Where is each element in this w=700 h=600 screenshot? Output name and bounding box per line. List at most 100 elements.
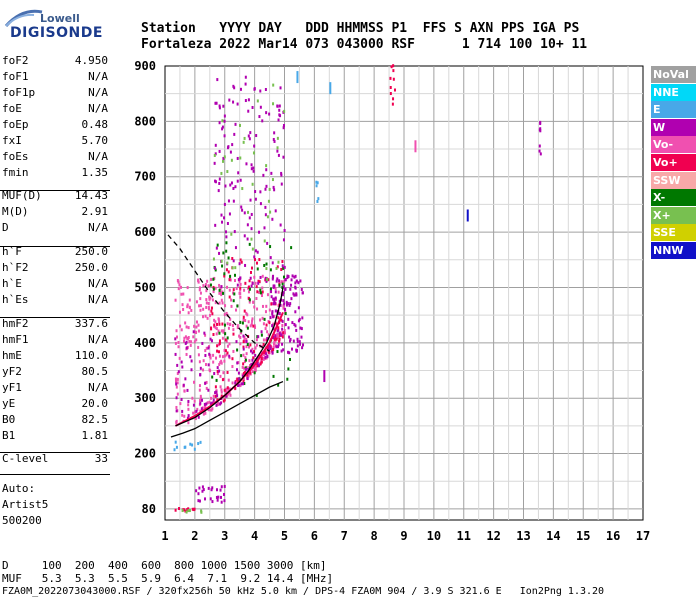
echo-point — [251, 351, 254, 355]
echo-point — [259, 318, 262, 322]
echo-point — [249, 371, 252, 375]
echo-point — [216, 366, 219, 370]
echo-point — [282, 332, 285, 336]
echo-point — [248, 216, 251, 220]
echo-point — [199, 291, 202, 295]
echo-point — [260, 358, 263, 362]
echo-point — [231, 266, 234, 270]
echo-point — [249, 276, 252, 280]
echo-point — [296, 337, 299, 341]
echo-point — [226, 336, 229, 340]
echo-point — [247, 290, 250, 294]
echo-point — [209, 497, 212, 501]
y-tick-label: 300 — [134, 391, 156, 405]
y-tick-label: 700 — [134, 170, 156, 184]
echo-point — [218, 342, 221, 346]
echo-point — [281, 342, 284, 346]
x-tick-label: 6 — [311, 529, 318, 543]
param-name: foF2 — [2, 54, 29, 67]
echo-point — [266, 277, 269, 281]
echo-point — [196, 407, 199, 411]
echo-point — [205, 289, 208, 293]
echo-point — [215, 327, 218, 331]
dashed-line — [167, 234, 270, 352]
echo-point — [239, 320, 242, 324]
x-tick-label: 1 — [161, 529, 168, 543]
echo-point — [248, 287, 251, 291]
echo-point — [193, 324, 196, 328]
echo-point — [184, 509, 187, 513]
echo-point — [198, 388, 201, 392]
echo-point — [210, 402, 213, 406]
echo-point — [216, 369, 219, 373]
echo-point — [222, 251, 225, 255]
echo-point — [230, 232, 233, 236]
echo-point — [237, 361, 240, 365]
echo-point — [251, 319, 254, 323]
echo-point — [259, 89, 262, 93]
echo-point — [174, 341, 177, 345]
echo-point — [184, 377, 187, 381]
echo-point — [199, 308, 202, 312]
echo-point — [281, 282, 284, 286]
echo-point — [175, 379, 178, 383]
param-name: fmin — [2, 166, 29, 179]
echo-point — [217, 350, 220, 354]
param-value: 80.5 — [81, 365, 109, 378]
echo-point — [193, 447, 196, 451]
echo-point — [255, 393, 258, 397]
echo-point — [227, 392, 230, 396]
echo-point — [244, 358, 247, 362]
echo-point — [252, 151, 255, 155]
param-name: C-level — [2, 452, 49, 465]
echo-point — [226, 261, 229, 265]
echo-point — [237, 377, 240, 381]
legend-item-vo-: Vo- — [651, 136, 696, 154]
echo-point — [246, 326, 249, 330]
echo-point — [214, 286, 217, 290]
echo-point — [270, 302, 273, 306]
echo-point — [190, 368, 193, 372]
echo-point — [204, 381, 207, 385]
echo-point — [267, 278, 270, 282]
echo-point — [264, 350, 267, 354]
echo-point — [267, 333, 270, 337]
echo-point — [215, 332, 218, 336]
legend-item-vo-: Vo+ — [651, 154, 696, 171]
echo-point — [251, 247, 254, 251]
echo-point — [232, 199, 235, 203]
echo-point — [265, 164, 268, 168]
echo-point — [199, 366, 202, 370]
echo-point — [215, 488, 218, 492]
echo-point — [265, 352, 268, 356]
echo-point — [205, 380, 208, 384]
echo-point — [220, 361, 223, 365]
y-tick-label: 400 — [134, 336, 156, 350]
echo-point — [223, 323, 226, 327]
echo-point — [221, 322, 224, 326]
echo-point — [229, 150, 232, 154]
echo-point — [278, 283, 281, 287]
echo-point — [259, 202, 262, 206]
echo-point — [262, 322, 265, 326]
echo-point — [220, 259, 223, 263]
echo-point — [216, 78, 219, 82]
echo-point — [232, 288, 235, 292]
echo-point — [199, 440, 202, 444]
echo-point — [212, 332, 215, 336]
echo-point — [251, 347, 254, 351]
echo-point — [239, 292, 242, 296]
echo-point — [222, 371, 225, 375]
echo-point — [254, 197, 257, 201]
echo-point — [209, 356, 212, 360]
echo-point — [226, 322, 229, 326]
echo-point — [187, 414, 190, 418]
echo-point — [270, 295, 273, 299]
echo-point — [249, 349, 252, 353]
param-value: 1.35 — [81, 166, 109, 179]
echo-point — [227, 145, 230, 149]
echo-point — [257, 364, 260, 368]
echo-point — [204, 404, 207, 408]
echo-point — [199, 373, 202, 377]
legend-item-x-: X+ — [651, 206, 696, 224]
